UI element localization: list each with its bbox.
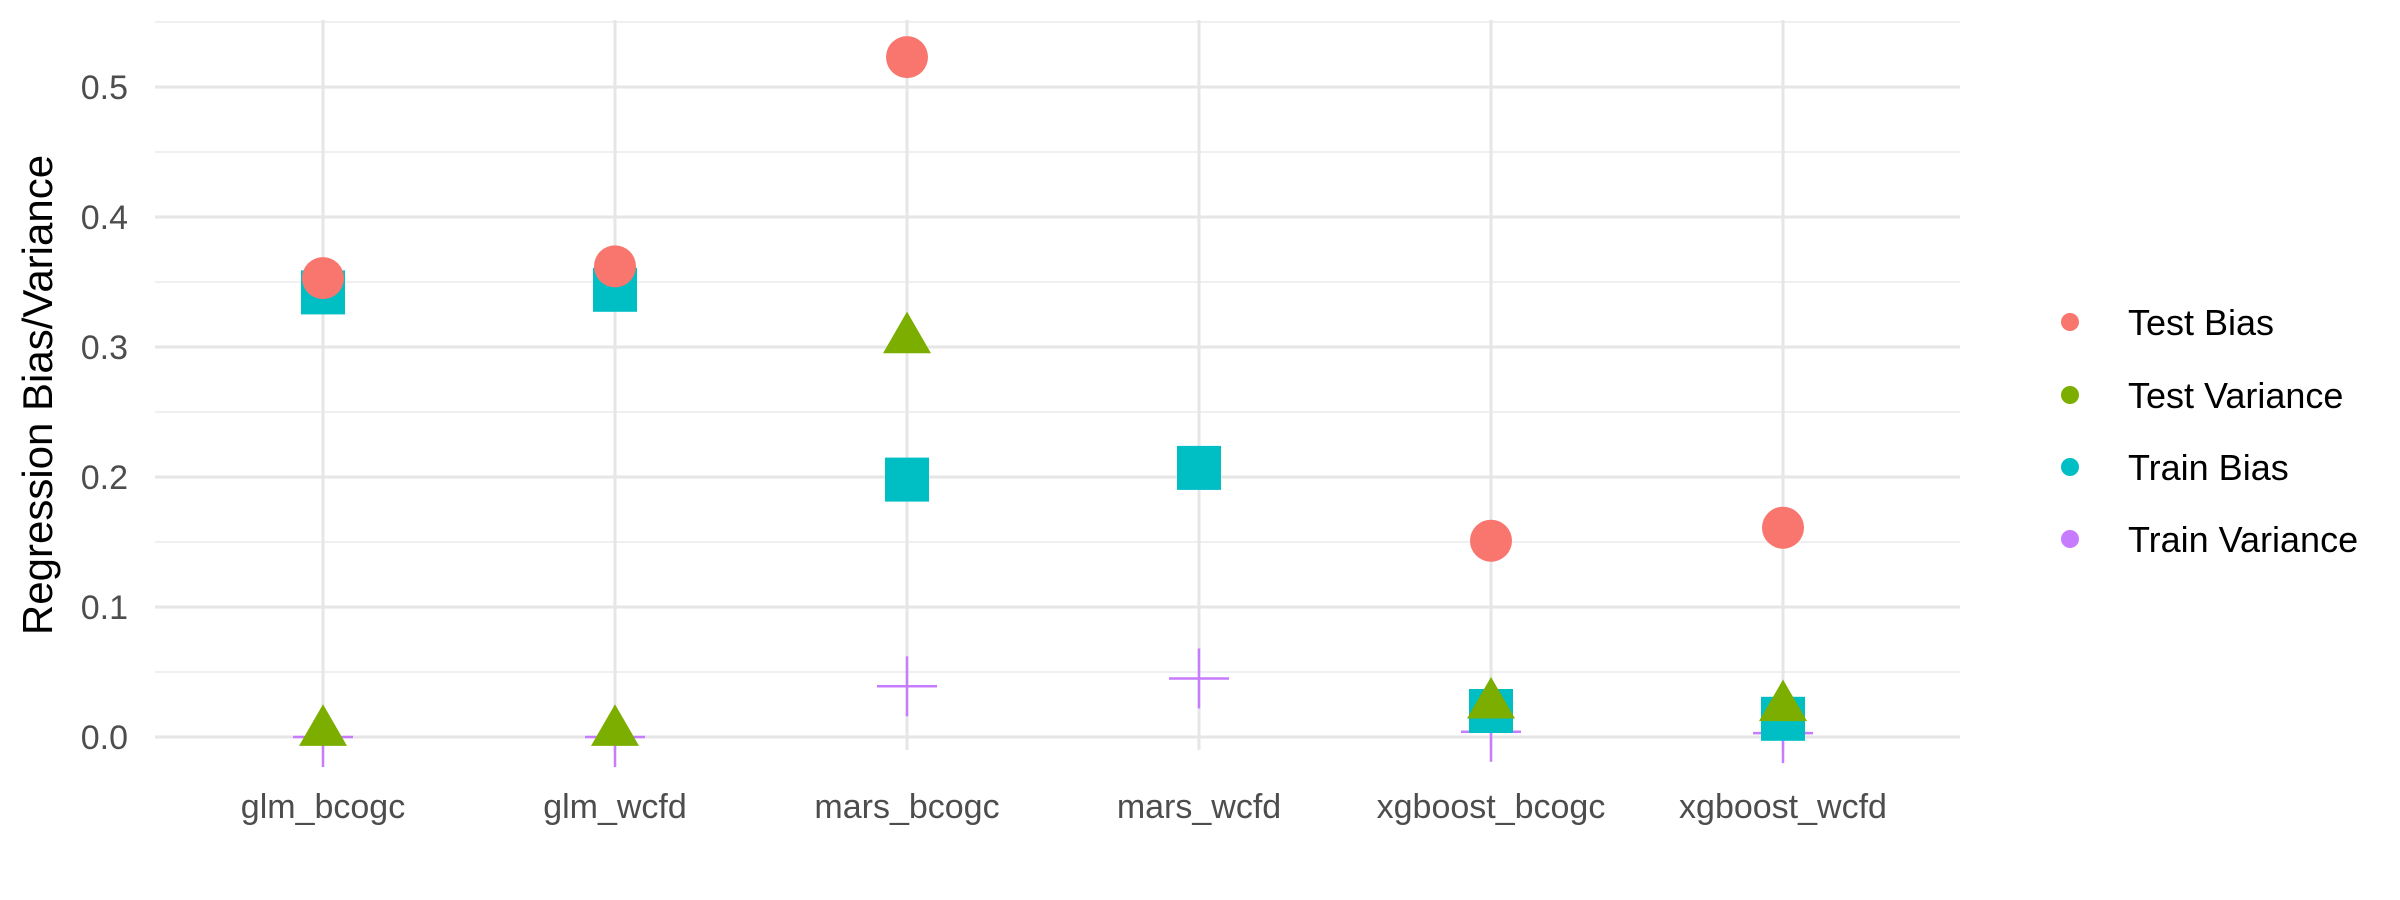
y-tick-label: 0.4 [81, 199, 128, 237]
x-tick-label: xgboost_wcfd [1679, 788, 1887, 826]
y-tick-label: 0.5 [81, 69, 128, 107]
x-tick-label: xgboost_bcogc [1377, 788, 1606, 826]
y-tick-label: 0.2 [81, 459, 128, 497]
x-tick-label: mars_bcogc [814, 788, 999, 826]
test-variance-point [591, 704, 639, 746]
y-tick-label: 0.1 [81, 589, 128, 627]
data-points [293, 36, 1813, 767]
test-variance-point [883, 311, 931, 354]
x-tick-label: glm_bcogc [241, 788, 405, 826]
legend-label-test-variance: Test Variance [2128, 375, 2343, 416]
legend-label-test-bias: Test Bias [2128, 302, 2274, 343]
y-axis-title: Regression Bias/Variance [14, 155, 61, 635]
test-bias-point [1470, 519, 1512, 562]
legend-key-test-bias [2061, 313, 2079, 331]
legend-key-train-bias [2061, 458, 2079, 476]
x-tick-label: mars_wcfd [1117, 788, 1281, 826]
test-bias-point [1762, 506, 1804, 549]
train-bias-point [885, 457, 929, 502]
legend-key-test-variance [2061, 386, 2079, 404]
y-tick-label: 0.0 [81, 719, 128, 757]
y-axis-tick-labels: 0.0 0.1 0.2 0.3 0.4 0.5 [81, 69, 128, 757]
test-bias-point [594, 245, 636, 288]
train-bias-point [1177, 445, 1221, 490]
test-bias-point [886, 36, 928, 79]
major-gridlines [155, 20, 1960, 750]
legend-label-train-bias: Train Bias [2128, 447, 2289, 488]
minor-gridlines [155, 21, 1960, 673]
test-variance-point [1759, 679, 1807, 722]
train-variance-point [1169, 648, 1229, 709]
legend-label-train-variance: Train Variance [2128, 519, 2358, 560]
test-variance-point [299, 704, 347, 746]
legend-key-train-variance [2061, 530, 2079, 548]
y-tick-label: 0.3 [81, 329, 128, 367]
test-bias-point [302, 257, 344, 300]
train-variance-point [877, 656, 937, 717]
legend: Test Bias Test Variance Train Bias Train Va… [2061, 302, 2358, 560]
x-axis-tick-labels: glm_bcogc glm_wcfd mars_bcogc mars_wcfd xgbo… [241, 788, 1887, 826]
x-tick-label: glm_wcfd [543, 788, 687, 826]
test-variance-point [1467, 676, 1515, 719]
